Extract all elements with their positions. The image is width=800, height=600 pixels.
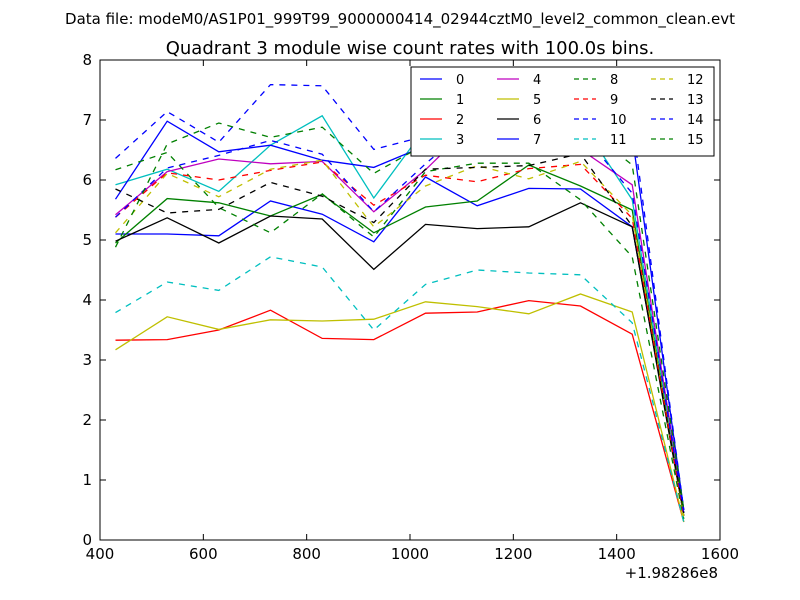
legend-label-5: 5 <box>533 93 541 108</box>
x-tick-label: 600 <box>189 545 218 563</box>
legend-label-6: 6 <box>533 113 541 128</box>
legend-label-2: 2 <box>456 113 464 128</box>
y-tick-label: 1 <box>82 471 92 489</box>
series-line-11 <box>115 256 685 523</box>
x-tick-label: 1000 <box>391 545 429 563</box>
legend-label-3: 3 <box>456 133 464 148</box>
legend-frame <box>410 66 715 157</box>
y-tick-label: 5 <box>82 231 92 249</box>
x-offset-label: +1.98286e8 <box>625 564 718 582</box>
series-line-12 <box>115 159 685 517</box>
x-tick-label: 800 <box>292 545 321 563</box>
y-tick-label: 2 <box>82 411 92 429</box>
legend-label-11: 11 <box>610 133 627 148</box>
legend-label-0: 0 <box>456 73 464 88</box>
y-tick-label: 4 <box>82 291 92 309</box>
y-tick-label: 7 <box>82 111 92 129</box>
y-tick-label: 0 <box>82 531 92 549</box>
legend-label-7: 7 <box>533 133 541 148</box>
series-line-6 <box>115 202 685 517</box>
legend-label-13: 13 <box>687 93 704 108</box>
legend-label-9: 9 <box>610 93 618 108</box>
legend-label-4: 4 <box>533 73 541 88</box>
legend-label-12: 12 <box>687 73 704 88</box>
legend-label-10: 10 <box>610 113 627 128</box>
series-line-13 <box>115 152 685 514</box>
x-tick-label: 1400 <box>598 545 636 563</box>
series-line-1 <box>115 164 685 517</box>
x-tick-label: 1600 <box>701 545 739 563</box>
x-tick-label: 1200 <box>494 545 532 563</box>
legend-label-14: 14 <box>687 113 704 128</box>
legend-label-15: 15 <box>687 133 704 148</box>
series-line-5 <box>115 293 685 523</box>
series-line-8 <box>115 151 685 520</box>
x-tick-label: 400 <box>86 545 115 563</box>
legend-label-1: 1 <box>456 93 464 108</box>
chart-title: Quadrant 3 module wise count rates with … <box>166 38 655 59</box>
series-line-0 <box>115 176 685 514</box>
figure-suptitle: Data file: modeM0/AS1P01_999T99_90000004… <box>65 10 735 29</box>
legend-label-8: 8 <box>610 73 618 88</box>
y-tick-label: 3 <box>82 351 92 369</box>
y-tick-label: 8 <box>82 51 92 69</box>
series-line-2 <box>115 299 685 523</box>
series-line-9 <box>115 161 685 517</box>
series-layer <box>114 78 685 523</box>
y-tick-label: 6 <box>82 171 92 189</box>
